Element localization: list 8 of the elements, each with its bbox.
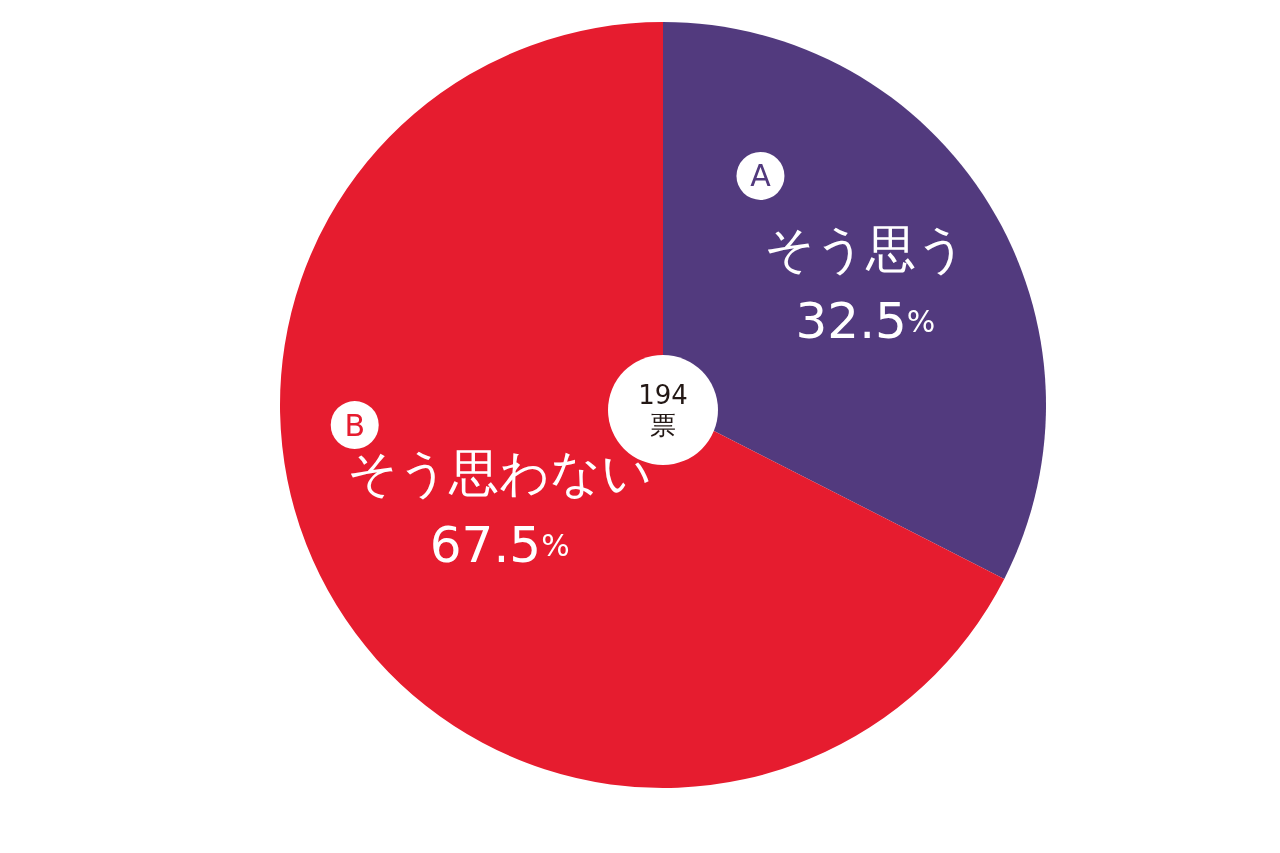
text: 票 <box>650 410 676 440</box>
text: 194 <box>638 380 688 410</box>
data-label: 67.5% <box>429 516 570 575</box>
slice-label: そう思わない <box>347 444 653 503</box>
text: B <box>344 407 366 443</box>
text: A <box>750 158 772 194</box>
slice-label: そう思う <box>763 219 967 278</box>
data-label: 32.5% <box>795 291 936 350</box>
